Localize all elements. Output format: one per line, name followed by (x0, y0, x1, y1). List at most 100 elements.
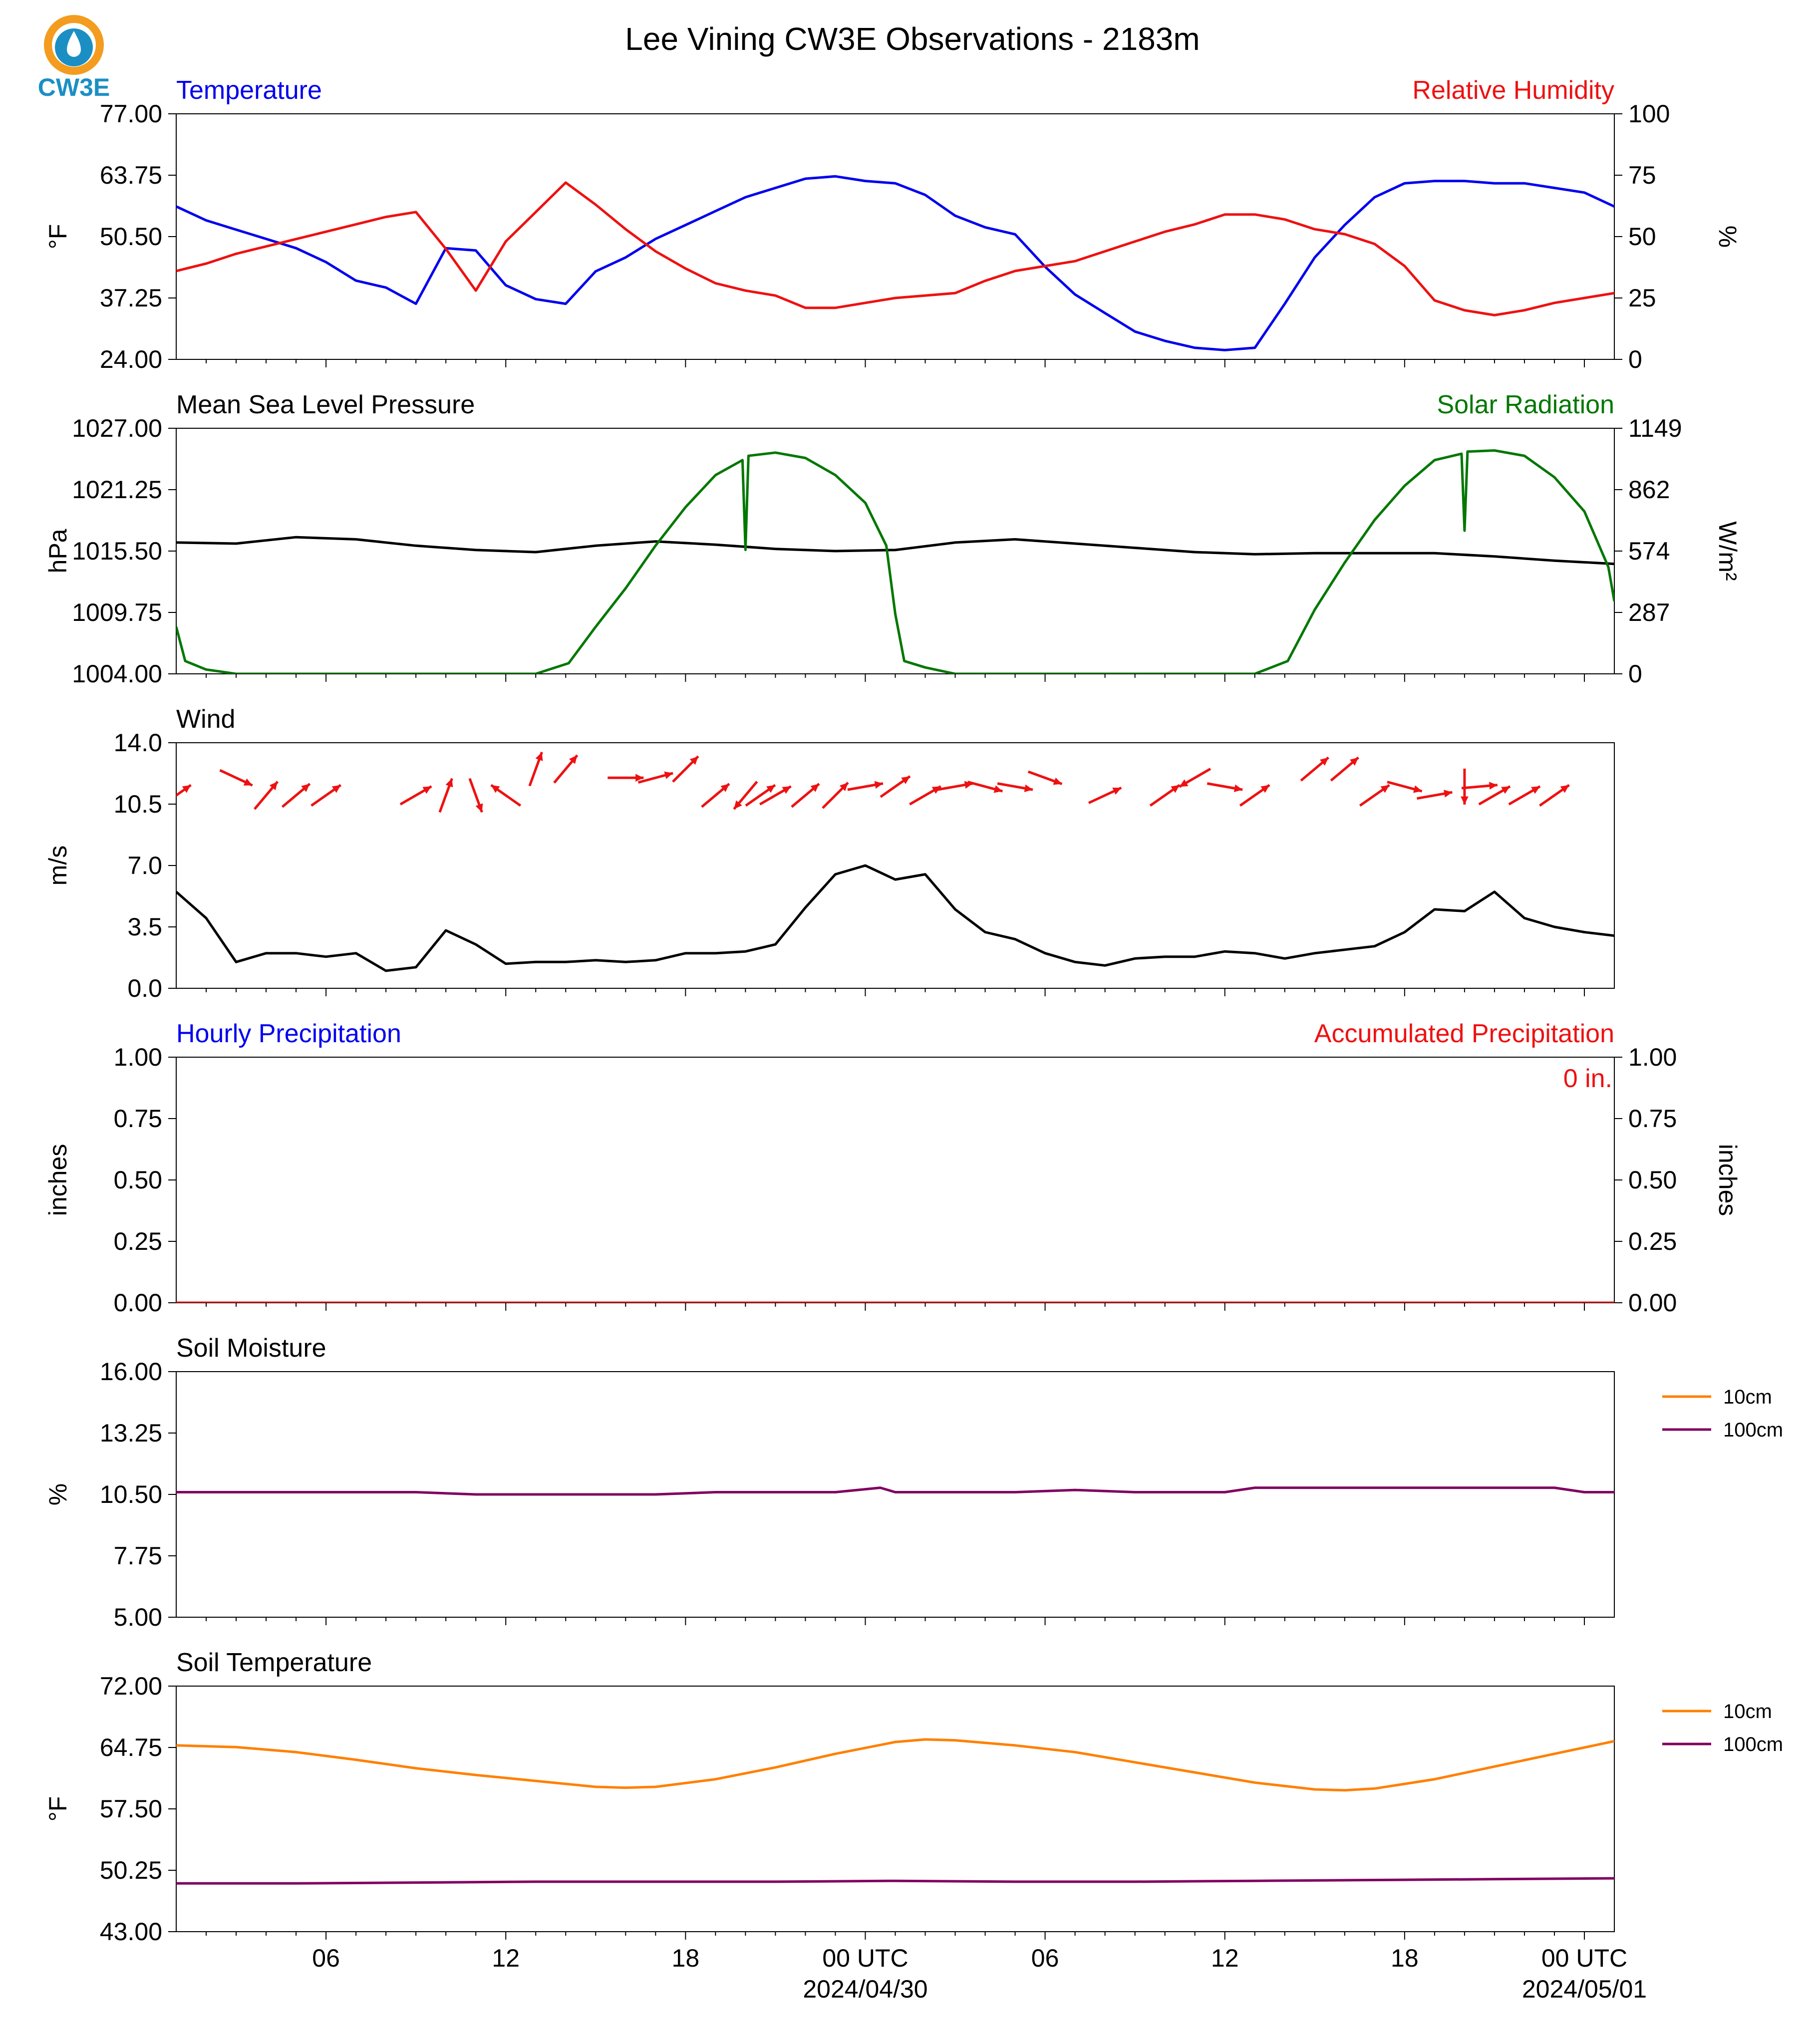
wind-arrow-head (269, 781, 278, 791)
x-date-label: 2024/05/01 (1522, 1975, 1647, 2003)
wind-arrow-head (720, 784, 729, 792)
wind-arrow-head (1349, 757, 1359, 766)
series-line-1 (176, 175, 1614, 351)
x-tick-label: 18 (672, 1944, 700, 1972)
y-tick-label-right: 1149 (1628, 414, 1682, 442)
wind-arrow-head (1444, 790, 1453, 798)
panel-left-title: Soil Temperature (176, 1648, 372, 1677)
chart-panel-1: Temperature Relative Humidity 77.00 63.75 50… (44, 76, 1742, 373)
panel-left-title: Soil Moisture (176, 1334, 326, 1363)
x-tick-label: 12 (492, 1944, 520, 1972)
panel-left-title: Temperature (176, 76, 322, 105)
y-tick-label-right: 574 (1628, 537, 1670, 565)
x-tick-label: 12 (1211, 1944, 1239, 1972)
panel-right-title: Relative Humidity (1412, 76, 1614, 105)
cw3e-logo: CW3E (38, 15, 110, 101)
y-tick-label: 0.0 (127, 974, 162, 1002)
logo-droplet-icon (67, 31, 81, 57)
y-tick-label: 0.00 (114, 1289, 162, 1317)
wind-arrow-head (422, 786, 432, 794)
y-tick-label: 1027.00 (72, 414, 162, 442)
wind-arrow-head (734, 800, 742, 810)
panel-right-title: Accumulated Precipitation (1314, 1019, 1614, 1048)
wind-arrow-head (1413, 785, 1422, 793)
x-tick-label: 06 (1031, 1944, 1059, 1972)
wind-arrow-head (331, 785, 341, 793)
y-tick-label-right: 75 (1628, 161, 1656, 189)
wind-arrow-head (1260, 785, 1270, 793)
y-tick-label: 63.75 (100, 161, 162, 189)
y-axis-label: m/s (44, 846, 72, 886)
y-tick-label: 77.00 (100, 100, 162, 128)
panel-left-title: Mean Sea Level Pressure (176, 390, 475, 419)
y-tick-label: 1015.50 (72, 537, 162, 565)
series-line-2 (176, 181, 1614, 316)
wind-arrow-head (1489, 782, 1498, 790)
y-axis-label: % (44, 1483, 72, 1505)
y-tick-label: 24.00 (100, 345, 162, 373)
legend-label: 100cm (1723, 1734, 1783, 1755)
y-tick-label-right: 0.75 (1628, 1105, 1677, 1133)
legend-label: 10cm (1723, 1701, 1772, 1723)
legend-label: 100cm (1723, 1419, 1783, 1441)
y-tick-label-right: 0 (1628, 660, 1642, 688)
y-tick-label-right: 862 (1628, 476, 1670, 504)
series-line-2 (176, 449, 1614, 674)
y-tick-label: 5.00 (114, 1603, 162, 1631)
y-tick-label: 1021.25 (72, 476, 162, 504)
y-tick-label-right: 287 (1628, 598, 1670, 626)
wind-arrow-head (1501, 786, 1511, 794)
wind-arrow-head (839, 782, 848, 791)
y-tick-label: 14.0 (114, 729, 162, 757)
x-date-label: 2024/04/30 (803, 1975, 927, 2003)
y-tick-label-right: 0 (1628, 345, 1642, 373)
y-tick-label: 1.00 (114, 1043, 162, 1071)
wind-arrow-head (635, 774, 644, 782)
logo-text: CW3E (38, 73, 110, 101)
series-line-1 (176, 1738, 1614, 1792)
y-tick-label: 50.50 (100, 223, 162, 251)
wind-arrow-head (535, 752, 543, 761)
y-tick-label: 37.25 (100, 284, 162, 312)
x-tick-label: 00 UTC (1541, 1944, 1627, 1972)
y-tick-label: 0.75 (114, 1105, 162, 1133)
wind-arrow-head (766, 785, 775, 793)
series-line-2 (176, 1877, 1614, 1885)
y-tick-label: 7.0 (127, 852, 162, 879)
plot-frame (176, 1057, 1615, 1303)
y-tick-label: 10.50 (100, 1480, 162, 1508)
x-tick-label: 18 (1391, 1944, 1419, 1972)
wind-arrow-head (1319, 757, 1329, 766)
y-tick-label-right: 0.00 (1628, 1289, 1677, 1317)
wind-arrow-head (1179, 779, 1189, 787)
wind-arrow-head (1531, 786, 1540, 794)
chart-panel-2: Mean Sea Level Pressure Solar Radiation 10… (44, 390, 1742, 688)
wind-arrow-head (243, 778, 253, 786)
wind-arrow-head (1233, 784, 1243, 793)
wind-arrow-head (1024, 784, 1033, 793)
y-axis-label: inches (44, 1144, 72, 1216)
y-tick-label-right: 1.00 (1628, 1043, 1677, 1071)
y-axis-label: hPa (44, 529, 72, 573)
plot-frame (176, 113, 1615, 360)
y-tick-label-right: 50 (1628, 223, 1656, 251)
wind-arrow-head (475, 803, 483, 813)
plot-frame (176, 1371, 1615, 1618)
y-axis-label: °F (44, 1796, 72, 1822)
wind-arrow-head (569, 755, 578, 764)
wind-arrow-head (810, 784, 820, 792)
y-tick-label: 7.75 (114, 1542, 162, 1570)
y-axis-label-right: % (1714, 226, 1742, 248)
y-tick-label: 43.00 (100, 1918, 162, 1946)
wind-arrow-head (445, 778, 453, 788)
y-tick-label-right: 25 (1628, 284, 1656, 312)
y-tick-label: 0.25 (114, 1227, 162, 1255)
series-line-1 (176, 864, 1614, 972)
y-tick-label: 16.00 (100, 1358, 162, 1386)
wind-arrow-head (1112, 787, 1122, 795)
chart-panel-6: Soil Temperature 72.00 64.75 57.50 50.25 43.0… (44, 1648, 1783, 1946)
wind-arrow-head (901, 776, 910, 784)
wind-arrow-head (491, 785, 500, 793)
wind-arrow-head (182, 785, 191, 793)
